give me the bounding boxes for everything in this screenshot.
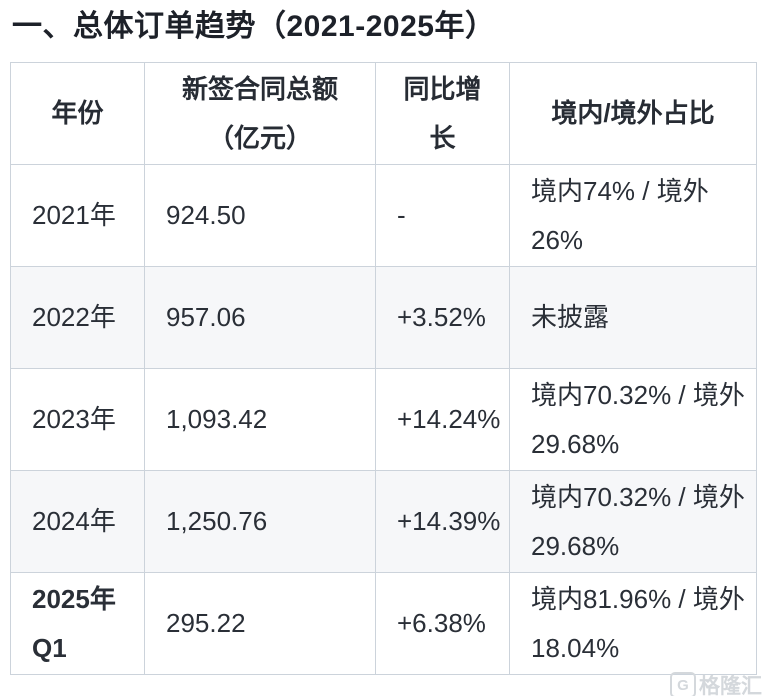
section-title: 一、总体订单趋势（2021-2025年） [12,10,496,43]
year-cell: 2023年 [10,368,145,471]
article-section: 一、总体订单趋势（2021-2025年） 年份 新签合同总额 （亿元） 同比增 … [0,6,765,696]
year-cell: 2021年 [10,164,145,267]
amount-cell: 924.50 [144,164,376,267]
table-row: 2023年 1,093.42 +14.24% 境内70.32% / 境外 29.… [10,368,757,471]
growth-cell: +6.38% [375,572,510,675]
watermark-text: 格隆汇 [699,675,762,696]
order-trend-table: 年份 新签合同总额 （亿元） 同比增 长 境内/境外占比 2021年 924.5… [10,62,757,675]
table-row: 2025年 Q1 295.22 +6.38% 境内81.96% / 境外 18.… [10,572,757,675]
table-row: 2022年 957.06 +3.52% 未披露 [10,266,757,369]
growth-cell: +3.52% [375,266,510,369]
ratio-cell: 境内81.96% / 境外 18.04% [509,572,757,675]
year-cell: 2024年 [10,470,145,573]
gelonghui-logo-icon: G [670,672,696,696]
ratio-cell: 境内74% / 境外 26% [509,164,757,267]
amount-cell: 1,093.42 [144,368,376,471]
ratio-cell: 境内70.32% / 境外 29.68% [509,368,757,471]
table-row: 2024年 1,250.76 +14.39% 境内70.32% / 境外 29.… [10,470,757,573]
ratio-cell: 境内70.32% / 境外 29.68% [509,470,757,573]
col-header-growth: 同比增 长 [375,62,510,165]
year-cell: 2025年 Q1 [10,572,145,675]
amount-cell: 1,250.76 [144,470,376,573]
year-cell: 2022年 [10,266,145,369]
amount-cell: 957.06 [144,266,376,369]
col-header-ratio: 境内/境外占比 [509,62,757,165]
amount-cell: 295.22 [144,572,376,675]
table-row: 2021年 924.50 - 境内74% / 境外 26% [10,164,757,267]
growth-cell: - [375,164,510,267]
ratio-cell: 未披露 [509,266,757,369]
col-header-year: 年份 [10,62,145,165]
growth-cell: +14.24% [375,368,510,471]
header-row: 年份 新签合同总额 （亿元） 同比增 长 境内/境外占比 [10,62,757,165]
watermark: G 格隆汇 [670,670,762,696]
growth-cell: +14.39% [375,470,510,573]
col-header-amount: 新签合同总额 （亿元） [144,62,376,165]
